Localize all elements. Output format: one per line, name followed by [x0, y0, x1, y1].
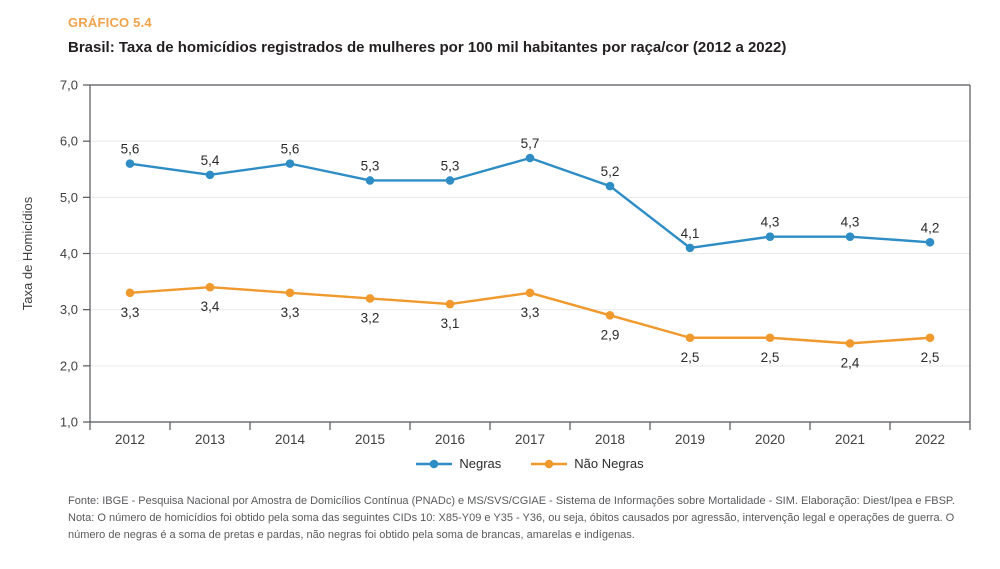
data-point: [365, 176, 375, 185]
data-point-label: 4,3: [761, 215, 780, 230]
data-point-label: 5,7: [521, 136, 540, 151]
y-tick-label: 1,0: [60, 415, 78, 430]
data-point-label: 5,3: [441, 158, 460, 173]
data-point-label: 4,1: [681, 226, 700, 241]
data-point: [285, 159, 295, 168]
x-tick-label: 2014: [275, 432, 306, 447]
chart-footnotes: Fonte: IBGE - Pesquisa Nacional por Amos…: [68, 493, 980, 544]
legend-label: Negras: [459, 456, 502, 471]
data-point: [925, 333, 935, 343]
data-point-label: 5,3: [361, 158, 380, 173]
series-line-negras: [128, 156, 932, 250]
y-tick-label: 7,0: [60, 78, 78, 93]
data-point-label: 2,5: [761, 350, 780, 365]
data-point-label: 2,5: [681, 350, 700, 365]
figure-number: GRÁFICO 5.4: [68, 15, 152, 30]
y-tick-label: 2,0: [60, 358, 78, 373]
data-point: [205, 282, 215, 292]
data-point: [845, 232, 855, 241]
data-point: [765, 333, 775, 343]
legend-item: Não Negras: [531, 456, 644, 471]
data-point-label: 3,3: [521, 305, 540, 320]
source-note: Fonte: IBGE - Pesquisa Nacional por Amos…: [68, 495, 955, 507]
method-note: Nota: O número de homicídios foi obtido …: [68, 512, 955, 542]
x-tick-label: 2017: [515, 432, 545, 447]
data-point-label: 3,3: [121, 305, 140, 320]
data-point-label: 5,6: [121, 142, 140, 157]
legend-marker-icon: [531, 459, 568, 468]
chart-title: Brasil: Taxa de homicídios registrados d…: [68, 39, 787, 56]
data-point: [685, 333, 695, 343]
data-point-label: 4,3: [841, 215, 860, 230]
x-tick-label: 2016: [435, 432, 465, 447]
data-point: [845, 339, 855, 348]
y-tick-label: 3,0: [60, 302, 78, 317]
data-point-label: 5,6: [281, 142, 300, 157]
legend-label: Não Negras: [574, 456, 644, 471]
homicide-rate-line-chart: 7,0 6,0 5,0 4,0 3,0 2,0 1,0 2012 2013 2014 2015 201…: [20, 78, 971, 447]
data-point: [445, 299, 455, 309]
x-tick-label: 2012: [115, 432, 145, 447]
chart-legend: Negras Não Negras: [90, 456, 970, 471]
data-point-label: 3,1: [441, 316, 460, 331]
data-point-label: 3,4: [201, 299, 220, 314]
x-tick-label: 2018: [595, 432, 625, 447]
x-tick-label: 2019: [675, 432, 705, 447]
data-point: [125, 288, 135, 298]
data-point: [525, 288, 535, 298]
data-point: [685, 243, 695, 253]
data-point: [605, 310, 615, 320]
data-point-label: 4,2: [921, 220, 940, 235]
data-point: [285, 288, 295, 298]
data-point-label: 2,4: [841, 355, 860, 370]
x-tick-label: 2021: [835, 432, 865, 447]
legend-item: Negras: [416, 456, 501, 471]
y-tick-label: 6,0: [60, 134, 78, 149]
data-point: [365, 294, 375, 303]
y-tick-label: 5,0: [60, 190, 78, 205]
data-point-label: 2,5: [921, 350, 940, 365]
data-point: [605, 181, 615, 191]
y-axis-title: Taxa de Homicídios: [20, 196, 35, 310]
data-point: [205, 170, 215, 180]
data-point-label: 2,9: [601, 327, 620, 342]
data-point: [125, 159, 135, 168]
data-point-label: 5,4: [201, 153, 220, 168]
data-point: [925, 237, 935, 247]
data-point: [765, 232, 775, 241]
x-tick-label: 2013: [195, 432, 225, 447]
y-tick-label: 4,0: [60, 246, 78, 261]
data-point-label: 5,2: [601, 164, 620, 179]
x-tick-label: 2020: [755, 432, 785, 447]
data-point: [525, 153, 535, 163]
x-tick-label: 2015: [355, 432, 385, 447]
x-tick-label: 2022: [915, 432, 945, 447]
data-point: [445, 176, 455, 185]
data-point-label: 3,3: [281, 305, 300, 320]
legend-marker-icon: [416, 459, 453, 468]
data-point-label: 3,2: [361, 310, 380, 325]
